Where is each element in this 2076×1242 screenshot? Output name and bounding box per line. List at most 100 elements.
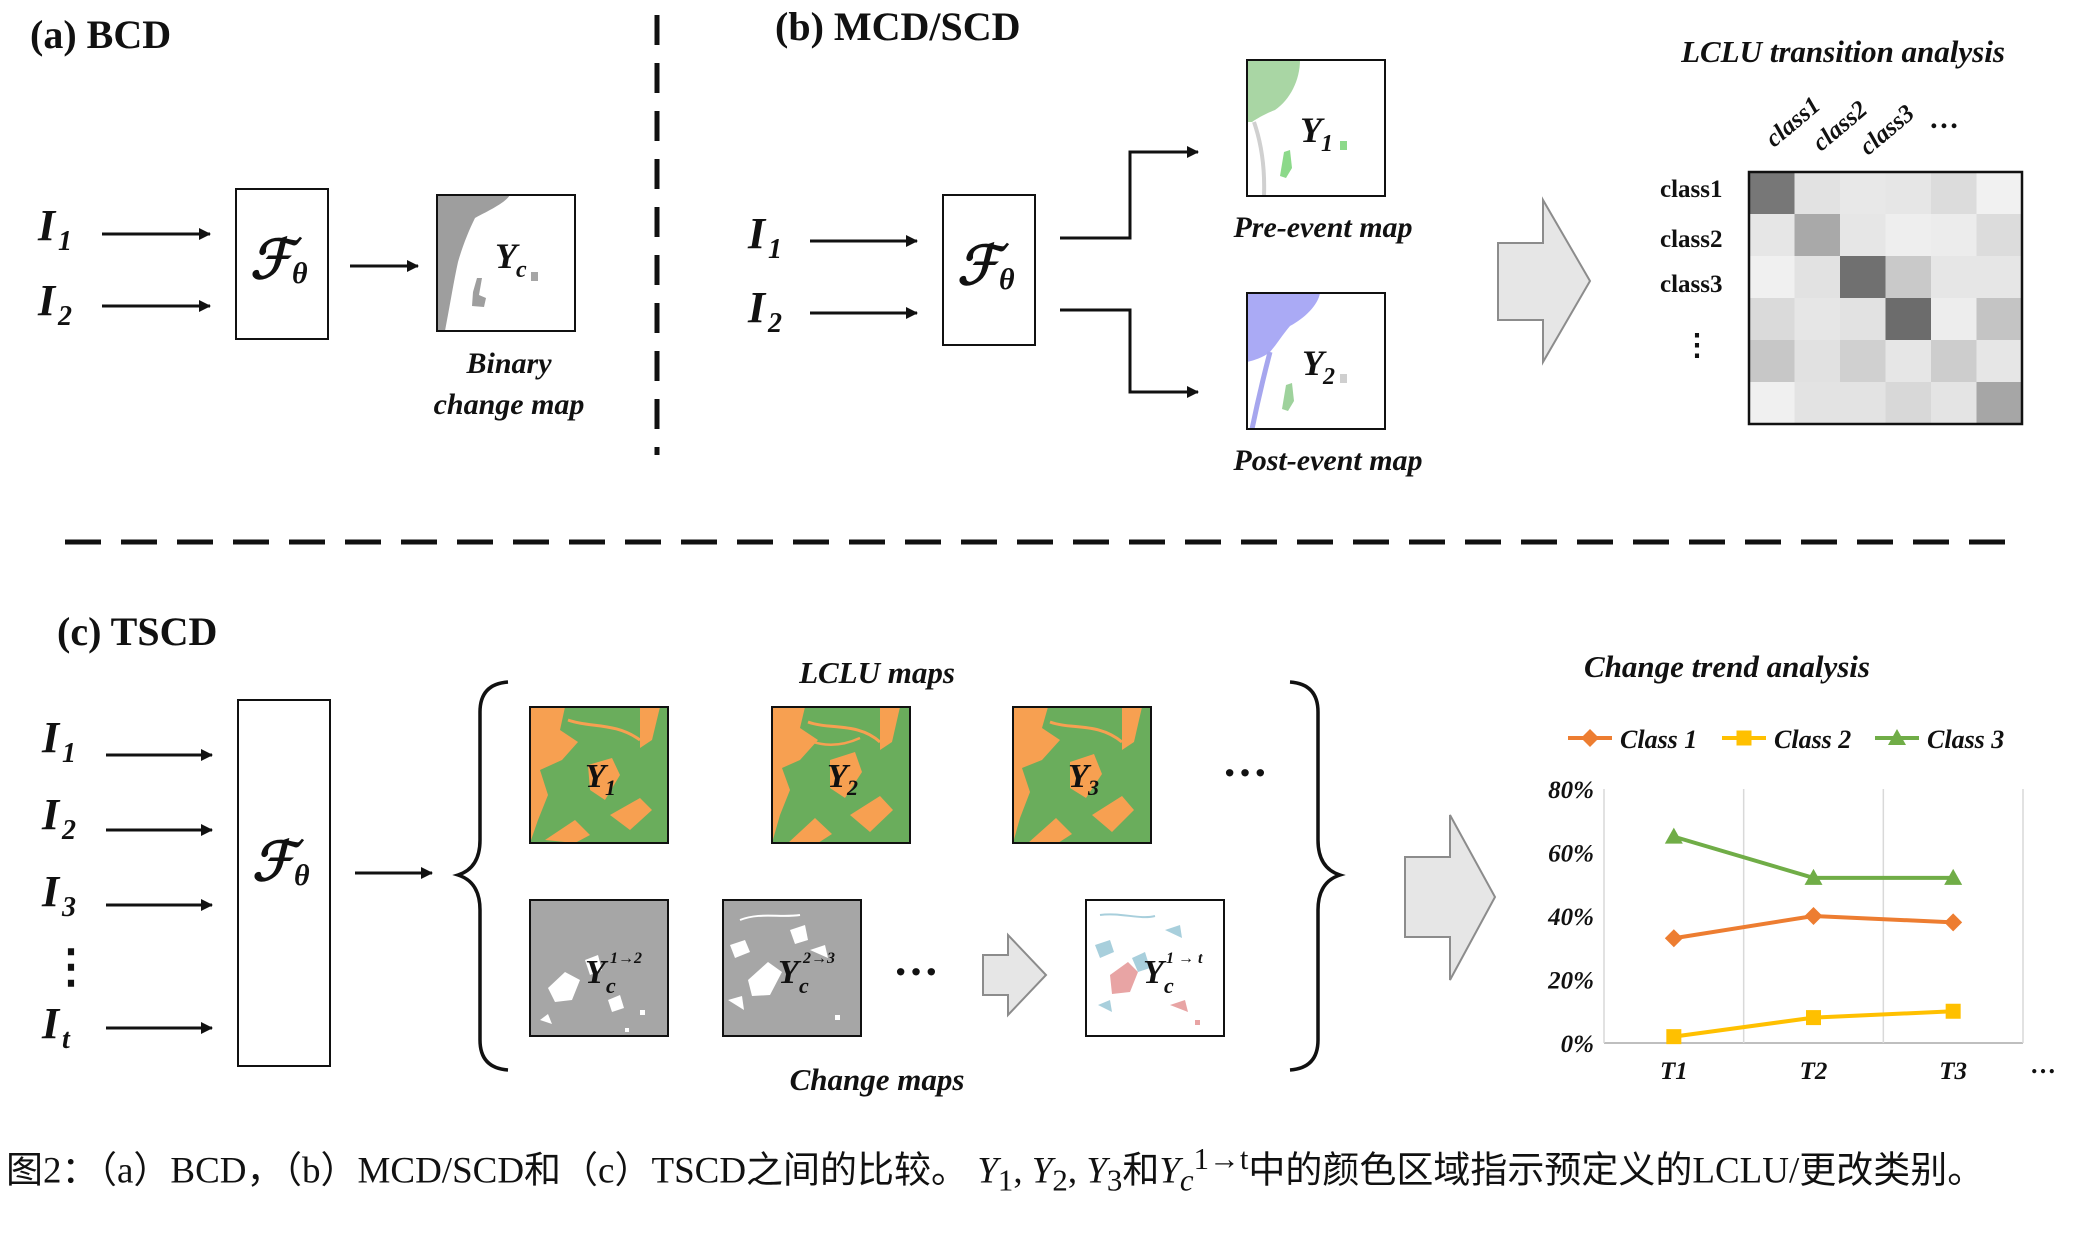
tscd-input-i2-sub: 2 <box>61 815 76 846</box>
tscd-input-it-sub: t <box>62 1024 71 1055</box>
caption-yc-sub: c <box>1179 1163 1194 1198</box>
matrix-cell <box>1976 214 2022 256</box>
section-b-title: (b) MCD/SCD <box>775 4 1021 49</box>
matrix-row-ellipsis: ⋮ <box>1682 329 1712 362</box>
matrix-cell <box>1840 340 1886 382</box>
matrix-row-labels: class1 class2 class3 ⋮ <box>1660 176 1723 362</box>
change-map-2-3: Y c 2→3 <box>722 899 862 1037</box>
tscd-input-i3: I <box>41 867 61 916</box>
lclu-map-2-sub: 2 <box>846 775 858 800</box>
lclu-map-3-symbol: Y <box>1068 758 1092 795</box>
matrix-cell <box>1931 298 1977 340</box>
data-point <box>1804 907 1823 925</box>
tscd-input-i1-sub: 1 <box>62 738 76 769</box>
post-map-sub: 2 <box>1322 364 1335 390</box>
pre-map-symbol: Y <box>1300 110 1325 150</box>
bcd-label-line1: Binary <box>465 347 552 380</box>
matrix-cell <box>1840 298 1886 340</box>
matrix-cell <box>1840 214 1886 256</box>
matrix-border <box>1747 170 2024 426</box>
matrix-cell <box>1794 340 1840 382</box>
matrix-cell <box>1840 172 1886 214</box>
mcd-model-box: ℱ θ <box>942 194 1036 346</box>
change-map-2-sub: c <box>799 973 809 998</box>
caption-y3-sub: 3 <box>1106 1163 1123 1198</box>
lclu-map-1-symbol: Y <box>585 758 609 795</box>
chart-y-tick-label: 20% <box>1547 968 1594 995</box>
chart-x-tick-label: T2 <box>1800 1058 1828 1085</box>
matrix-cell <box>1840 256 1886 298</box>
mcd-inputs: I 1 I 2 <box>747 209 782 339</box>
lclu-map-1-sub: 1 <box>605 775 616 800</box>
chart-y-tick-label: 60% <box>1548 841 1594 868</box>
model-theta: θ <box>292 257 308 290</box>
lclu-map-3: Y 3 <box>1012 706 1152 844</box>
tscd-input-i3-sub: 3 <box>61 892 76 923</box>
bcd-map-sub: c <box>516 257 527 283</box>
section-a-title: (a) BCD <box>30 12 171 57</box>
matrix-cell <box>1794 298 1840 340</box>
matrix-cell <box>1931 340 1977 382</box>
data-point <box>1806 1010 1821 1026</box>
change-map-2-symbol: Y <box>778 954 802 991</box>
change-map-2-sup: 2→3 <box>802 950 835 967</box>
left-brace <box>452 680 509 1072</box>
matrix-row-label-3: class3 <box>1660 271 1723 298</box>
lclu-maps-title: LCLU maps <box>798 655 955 690</box>
change-maps-ellipsis: ··· <box>893 946 939 997</box>
pre-event-label: Pre-event map <box>1232 211 1412 244</box>
caption-y1-sub: 1 <box>997 1163 1014 1198</box>
chart-y-tick-label: 40% <box>1547 904 1594 931</box>
caption-yc: Y <box>1159 1150 1180 1192</box>
transition-title: LCLU transition analysis <box>1680 34 2005 69</box>
arrow-to-post <box>1060 308 1199 398</box>
lclu-map-2-symbol: Y <box>827 758 851 795</box>
input-i1-sub: 1 <box>58 226 72 257</box>
input-i2-sub: 2 <box>57 301 72 332</box>
tscd-model-theta: θ <box>294 859 310 892</box>
bcd-label-line2: change map <box>434 388 585 421</box>
chart-x-tick-label: T3 <box>1939 1058 1967 1085</box>
matrix-cell <box>1749 214 1795 256</box>
matrix-cell <box>1885 382 1931 424</box>
tscd-model-box: ℱ θ <box>237 699 331 1067</box>
data-point <box>1804 868 1823 885</box>
mcd-input-i2-sub: 2 <box>767 308 782 339</box>
caption-part1: 图2：（a）BCD，（b）MCD/SCD和（c）TSCD之间的比较。 <box>6 1150 978 1192</box>
bcd-map-symbol: Y <box>495 236 520 276</box>
pre-map-sub: 1 <box>1321 131 1333 157</box>
small-block-arrow <box>982 932 1048 1018</box>
caption-y1: Y <box>977 1150 998 1192</box>
pre-event-map: Y 1 <box>1246 59 1386 197</box>
post-event-map: Y 2 <box>1246 292 1386 430</box>
matrix-cell <box>1749 298 1795 340</box>
arrow-to-pre <box>1060 146 1199 240</box>
lclu-map-1: Y 1 <box>529 706 669 844</box>
tscd-input-vdots: ⋮ <box>48 941 94 992</box>
matrix-cell <box>1931 214 1977 256</box>
legend-label: Class 3 <box>1927 725 2004 754</box>
tscd-inputs: I 1 I 2 I 3 ⋮ I t <box>41 713 94 1055</box>
caption-y3: Y <box>1086 1150 1107 1192</box>
matrix-cell <box>1885 172 1931 214</box>
trend-chart: 0%20%40%60%80%T1 T2 T3… <box>1547 777 2056 1085</box>
caption-and: 和 <box>1122 1150 1160 1192</box>
mcd-input-i1: I <box>747 209 767 258</box>
mcd-input-i2: I <box>747 283 767 332</box>
matrix-cell <box>1976 298 2022 340</box>
transition-matrix <box>1747 170 2024 426</box>
tscd-input-i1: I <box>41 713 61 762</box>
caption-comma1: , <box>1013 1150 1032 1192</box>
matrix-cell <box>1931 256 1977 298</box>
matrix-cell <box>1840 382 1886 424</box>
legend-swatch-marker <box>1581 729 1599 747</box>
bcd-change-map: Y c <box>436 194 576 332</box>
lclu-maps-ellipsis: ··· <box>1222 747 1268 798</box>
matrix-cell <box>1749 256 1795 298</box>
chart-x-tick-label: T1 <box>1660 1058 1688 1085</box>
change-map-1-sup: 1→2 <box>610 950 642 967</box>
matrix-cell <box>1976 172 2022 214</box>
change-map-3-symbol: Y <box>1143 954 1167 991</box>
caption-yc-sup: 1→t <box>1193 1142 1249 1176</box>
matrix-cell <box>1885 298 1931 340</box>
